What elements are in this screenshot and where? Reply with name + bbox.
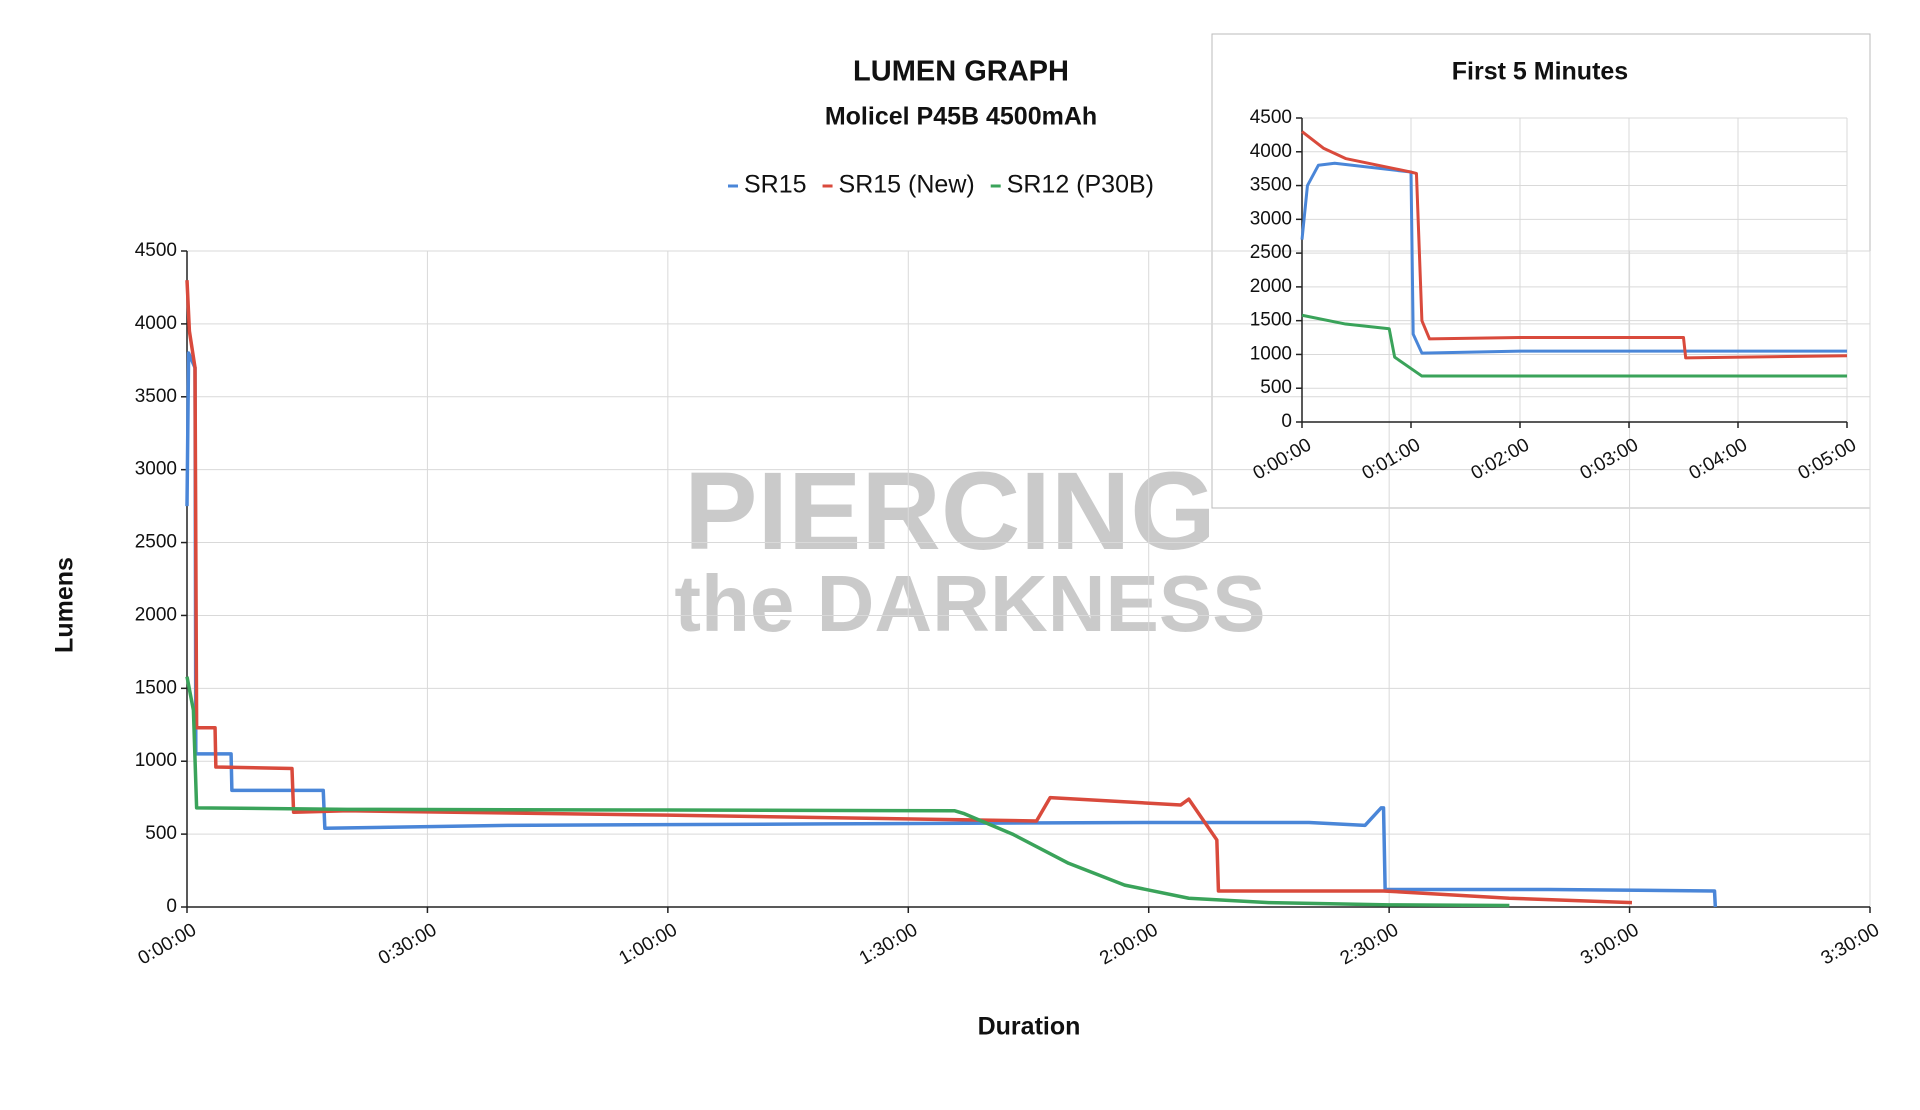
- y-tick-label: 4000: [1250, 141, 1292, 162]
- y-axis-label: Lumens: [51, 557, 79, 653]
- x-tick-label: 0:00:00: [135, 919, 200, 969]
- chart-title: LUMEN GRAPH: [853, 56, 1069, 88]
- y-tick-label: 500: [1260, 377, 1292, 398]
- y-tick-label: 2500: [1250, 242, 1292, 263]
- y-tick-label: 4500: [1250, 107, 1292, 128]
- inset-frame: [1211, 33, 1871, 509]
- y-tick-label: 500: [145, 823, 177, 844]
- y-tick-label: 1500: [135, 677, 177, 698]
- x-tick-label: 2:30:00: [1337, 919, 1402, 969]
- x-tick-label: 1:00:00: [615, 919, 680, 969]
- legend-label: SR12 (P30B): [1007, 171, 1154, 199]
- y-tick-label: 3500: [1250, 175, 1292, 196]
- series-line: [185, 280, 1633, 905]
- legend-label: SR15: [744, 171, 807, 199]
- inset-title: First 5 Minutes: [1452, 58, 1628, 86]
- series-line: [185, 676, 1510, 908]
- y-tick-label: 4500: [135, 240, 177, 261]
- y-tick-label: 1500: [1250, 310, 1292, 331]
- y-tick-label: 3500: [135, 386, 177, 407]
- y-tick-label: 2000: [135, 604, 177, 625]
- y-tick-label: 2000: [1250, 276, 1292, 297]
- y-tick-label: 3000: [135, 459, 177, 480]
- legend-label: SR15 (New): [839, 171, 975, 199]
- y-tick-label: 3000: [1250, 208, 1292, 229]
- watermark: PIERCING the DARKNESS: [674, 450, 1265, 648]
- watermark-text: the DARKNESS: [674, 559, 1265, 648]
- y-tick-label: 1000: [135, 750, 177, 771]
- y-tick-label: 4000: [135, 313, 177, 334]
- x-tick-label: 1:30:00: [856, 919, 921, 969]
- x-tick-label: 2:00:00: [1096, 919, 1161, 969]
- series-line: [1301, 313, 1847, 378]
- x-tick-label: 0:30:00: [375, 919, 440, 969]
- watermark-text: PIERCING: [684, 450, 1216, 573]
- y-tick-label: 2500: [135, 532, 177, 553]
- series-line: [1301, 130, 1848, 360]
- y-tick-label: 0: [166, 896, 177, 917]
- x-axis-label: Duration: [978, 1013, 1081, 1041]
- x-tick-label: 3:00:00: [1577, 919, 1642, 969]
- y-tick-label: 0: [1281, 411, 1292, 432]
- y-tick-label: 1000: [1250, 343, 1292, 364]
- chart-subtitle: Molicel P45B 4500mAh: [825, 103, 1097, 131]
- x-tick-label: 3:30:00: [1818, 919, 1883, 969]
